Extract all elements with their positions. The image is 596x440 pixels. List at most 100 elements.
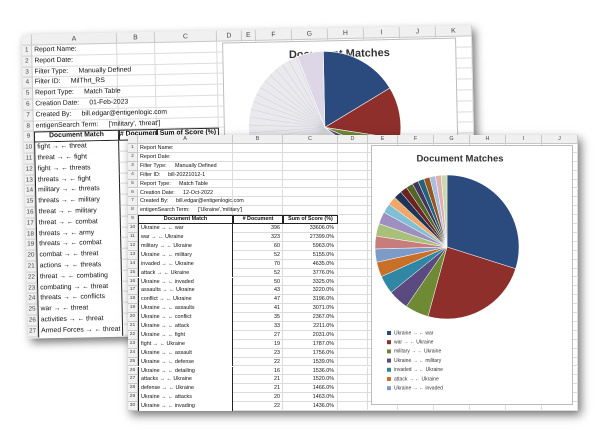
chart-area: Document Matches Ukraine → ← war war → ← U… xyxy=(371,145,573,405)
grid-cell xyxy=(338,241,368,251)
grid-cell xyxy=(338,188,368,198)
score-cell: 3220.0% xyxy=(312,287,334,294)
row-number: 22 xyxy=(26,272,38,284)
match-cell: Ukraine → ← military xyxy=(138,250,233,260)
legend-swatch xyxy=(387,367,391,372)
table-header-cell: Document Match xyxy=(138,215,233,225)
legend-label: war → ← Ukraine xyxy=(394,340,434,346)
grid-cell xyxy=(338,224,368,233)
grid-cell xyxy=(283,250,338,260)
match-cell: Ukraine → ← conflict xyxy=(138,313,233,322)
info-label: Filter ID: xyxy=(34,78,61,86)
column-header: G xyxy=(434,135,470,144)
row-number: 20 xyxy=(128,313,138,322)
column-header: F xyxy=(255,29,293,41)
grid-cell xyxy=(233,144,283,153)
row-number: 5 xyxy=(23,88,34,100)
score-cell: 27399.0% xyxy=(309,234,334,240)
grid-cell xyxy=(233,348,283,358)
score-cell: 1536.0% xyxy=(312,367,334,374)
documents-cell: 21 xyxy=(274,385,280,392)
info-value: Match Table xyxy=(84,87,121,96)
pie-slice xyxy=(446,174,520,270)
grid-cell xyxy=(138,179,233,189)
grid-cell xyxy=(283,224,338,233)
column-header: A xyxy=(138,135,233,144)
grid-cell xyxy=(233,152,283,162)
grid-cell xyxy=(233,188,283,198)
info-value: bill-20221012-1 xyxy=(168,171,206,178)
row-number: 8 xyxy=(23,121,34,133)
pie-texture xyxy=(251,109,325,128)
row-number: 12 xyxy=(24,164,35,176)
score-cell: 3196.0% xyxy=(312,296,334,303)
row-number: 3 xyxy=(128,161,138,171)
info-label: Filter Type: xyxy=(34,67,69,76)
row-number: 28 xyxy=(128,384,138,394)
score-cell: 2211.0% xyxy=(313,323,334,329)
row-number: 26 xyxy=(128,366,138,376)
row-number: 8 xyxy=(128,206,138,216)
documents-cell: 19 xyxy=(274,340,280,347)
grid-cell xyxy=(338,179,368,189)
documents-cell: 60 xyxy=(274,242,280,249)
grid-cell xyxy=(233,170,283,180)
pie-texture xyxy=(275,69,326,128)
column-header: B xyxy=(233,135,283,144)
row-number: 3 xyxy=(22,67,33,79)
score-cell: 1466.0% xyxy=(312,385,334,392)
row-number: 17 xyxy=(128,286,138,296)
pie-texture xyxy=(260,87,326,128)
row-number: 24 xyxy=(27,293,38,305)
corner-cell xyxy=(128,135,138,144)
match-cell: war → ← Ukraine xyxy=(138,233,233,242)
row-number: 5 xyxy=(128,179,138,189)
row-number: 29 xyxy=(128,393,138,403)
info-label: Creation Date: xyxy=(140,189,175,196)
row-number: 25 xyxy=(128,357,138,367)
row-number: 16 xyxy=(25,207,36,219)
grid-cell xyxy=(434,402,470,411)
row-number: 10 xyxy=(24,142,35,154)
grid-cell xyxy=(233,250,283,260)
legend-swatch xyxy=(387,340,391,345)
score-cell: 3776.0% xyxy=(312,269,334,276)
grid-cell xyxy=(338,233,368,242)
documents-cell: 41 xyxy=(274,305,280,312)
column-header: C xyxy=(283,135,338,144)
match-cell: invaded → ← Ukraine xyxy=(138,259,233,269)
info-value: Match Table xyxy=(179,180,208,187)
grid-cell xyxy=(233,366,283,376)
documents-cell: 43 xyxy=(274,287,280,294)
row-number: 15 xyxy=(25,196,36,208)
grid-cell xyxy=(138,188,233,198)
documents-cell: 50 xyxy=(274,278,280,285)
grid-cell xyxy=(338,357,368,367)
grid-cell xyxy=(283,339,338,349)
legend-label: invaded → ← Ukraine xyxy=(394,367,443,373)
grid-cell xyxy=(233,330,283,340)
match-cell: Armed Forces → ← threat xyxy=(37,324,124,338)
column-header: D xyxy=(216,30,243,42)
grid-cell xyxy=(283,366,338,376)
info-value: ['Ukraine','military'] xyxy=(198,207,243,214)
documents-cell: 21 xyxy=(274,376,280,383)
row-number: 4 xyxy=(128,170,138,180)
info-label: entigenSearch Term: xyxy=(140,207,190,214)
match-cell: military → ← Ukraine xyxy=(138,241,233,251)
row-number: 23 xyxy=(128,339,138,349)
row-number: 14 xyxy=(25,185,36,197)
info-label: Filter ID: xyxy=(140,171,161,178)
legend-label: Ukraine → ← military xyxy=(394,358,442,364)
grid-cell xyxy=(338,402,368,411)
grid-cell xyxy=(138,197,233,207)
row-number: 11 xyxy=(128,233,138,242)
grid-cell xyxy=(338,304,368,314)
grid-cell xyxy=(283,393,338,403)
info-label: Report Type: xyxy=(140,180,171,187)
row-number: 24 xyxy=(128,348,138,358)
documents-cell: 16 xyxy=(274,367,280,374)
score-cell: 2031.0% xyxy=(312,331,334,338)
grid-cell xyxy=(138,206,233,216)
documents-cell: 33 xyxy=(274,323,280,329)
